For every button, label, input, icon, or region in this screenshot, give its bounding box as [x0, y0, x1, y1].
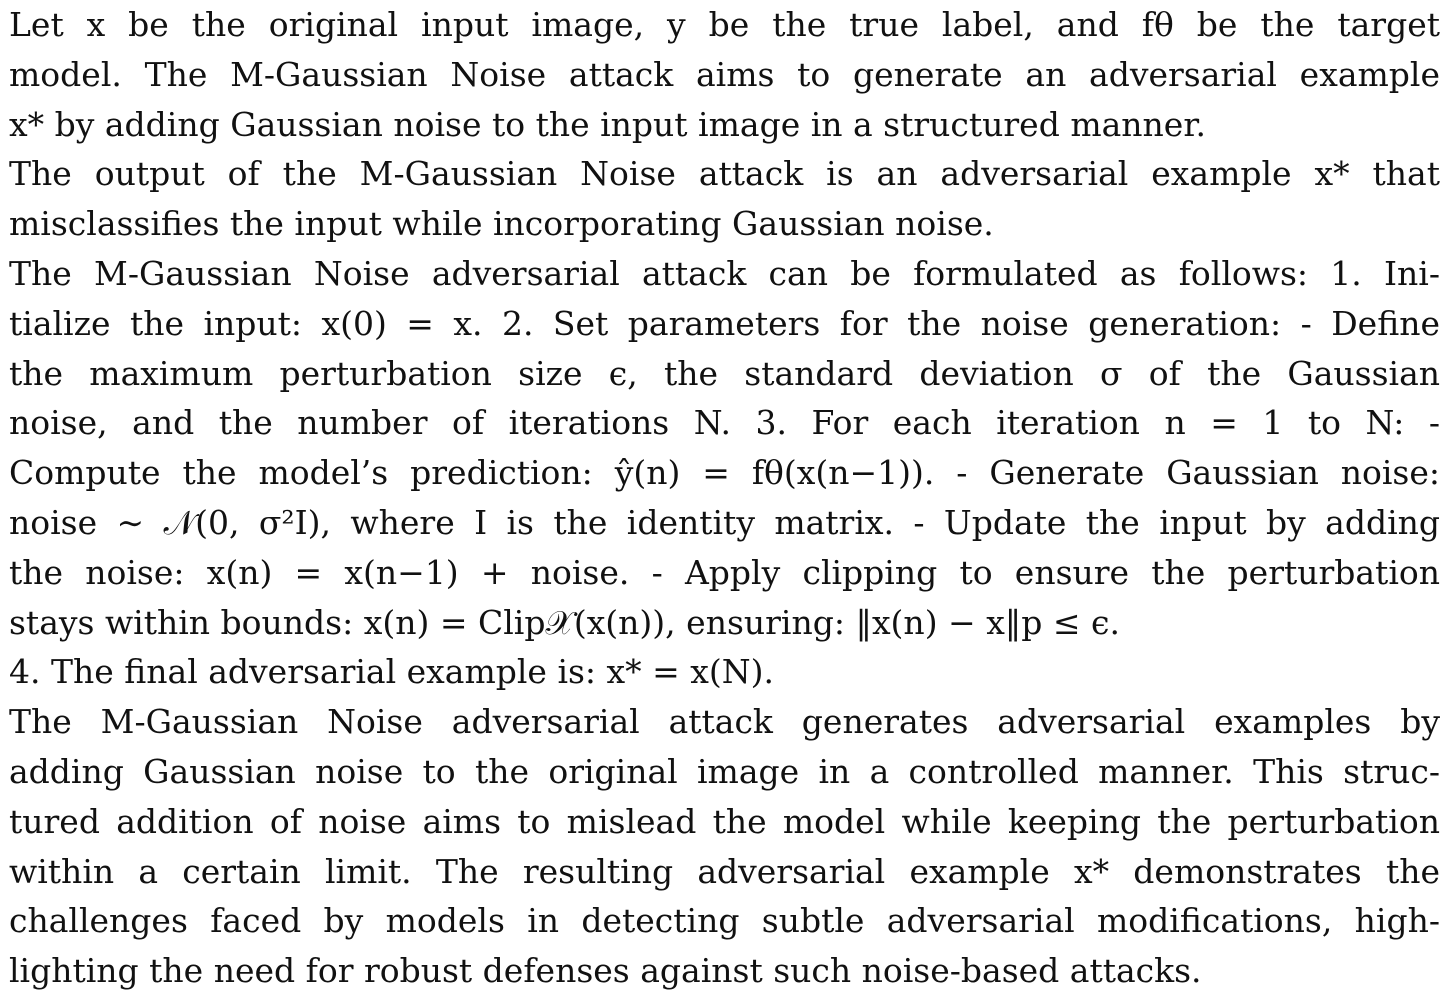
text-line: noise ∼ 𝒩(0, σ²I), where I is the identi… [9, 502, 1440, 542]
text-line: the maximum perturbation size ϵ, the sta… [9, 353, 1440, 393]
text-line: tialize the input: x(0) = x. 2. Set para… [9, 303, 1440, 343]
text-line: challenges faced by models in detecting … [9, 901, 1440, 941]
text-line: model. The M-Gaussian Noise attack aims … [9, 54, 1440, 94]
paragraph-final-step: 4. The final adversarial example is: x* … [9, 647, 1440, 697]
text-line: The output of the M-Gaussian Noise attac… [9, 154, 1440, 194]
text-line: lighting the need for robust defenses ag… [9, 951, 1202, 991]
text-line: within a certain limit. The resulting ad… [9, 851, 1440, 891]
text-line: x* by adding Gaussian noise to the input… [9, 104, 1206, 144]
paragraph-definitions: Let x be the original input image, y be … [9, 0, 1440, 149]
text-line: 4. The final adversarial example is: x* … [9, 652, 775, 692]
document-body: Let x be the original input image, y be … [9, 0, 1440, 996]
text-line: The M-Gaussian Noise adversarial attack … [9, 702, 1440, 742]
text-line: the noise: x(n) = x(n−1) + noise. - Appl… [9, 552, 1440, 592]
text-line: misclassifies the input while incorporat… [9, 204, 994, 244]
paragraph-output: The output of the M-Gaussian Noise attac… [9, 149, 1440, 249]
paragraph-algorithm: The M-Gaussian Noise adversarial attack … [9, 249, 1440, 647]
text-line: stays within bounds: x(n) = Clip𝒳(x(n)),… [9, 602, 1121, 642]
text-line: Let x be the original input image, y be … [9, 5, 1440, 44]
text-line: tured addition of noise aims to mislead … [9, 801, 1440, 841]
paragraph-summary: The M-Gaussian Noise adversarial attack … [9, 697, 1440, 996]
text-line: noise, and the number of iterations N. 3… [9, 403, 1440, 443]
text-line: adding Gaussian noise to the original im… [9, 751, 1440, 791]
text-line: Compute the model’s prediction: ŷ(n) = f… [9, 453, 1440, 493]
text-line: The M-Gaussian Noise adversarial attack … [9, 253, 1440, 293]
